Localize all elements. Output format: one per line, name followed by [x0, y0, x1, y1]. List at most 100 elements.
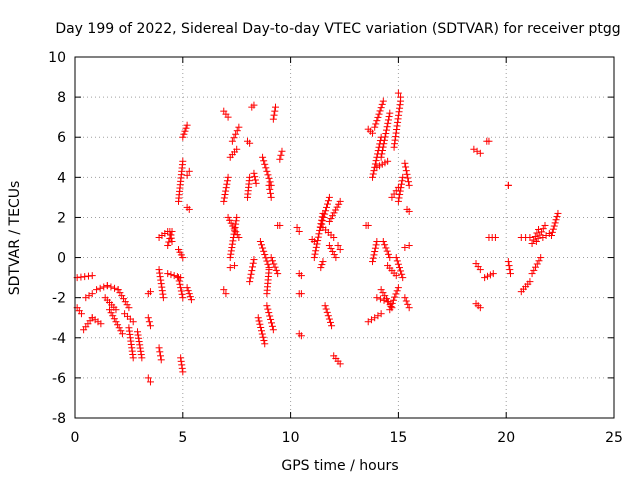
x-tick-label: 5	[178, 430, 187, 446]
data-point	[88, 290, 96, 298]
data-point	[260, 337, 268, 345]
data-point	[370, 251, 378, 259]
data-point	[314, 237, 322, 245]
data-point	[373, 117, 381, 125]
x-tick-label: 10	[282, 430, 300, 446]
data-point	[369, 129, 377, 137]
data-point	[114, 321, 122, 329]
data-point	[404, 178, 412, 186]
data-point	[549, 225, 557, 233]
data-point	[270, 260, 278, 268]
data-point	[380, 140, 388, 148]
data-point	[387, 303, 395, 311]
data-point	[371, 160, 379, 168]
data-point	[226, 254, 234, 262]
data-point	[246, 274, 254, 282]
data-point	[379, 97, 387, 105]
data-point	[364, 221, 372, 229]
data-point	[84, 272, 92, 280]
data-point	[381, 292, 389, 300]
data-point	[134, 328, 142, 336]
data-point	[322, 305, 330, 313]
data-point	[381, 133, 389, 141]
data-point	[330, 209, 338, 217]
data-point	[332, 206, 340, 214]
data-point	[250, 169, 258, 177]
data-point	[379, 289, 387, 297]
data-point	[336, 360, 344, 368]
data-point	[222, 290, 230, 298]
data-point	[384, 116, 392, 124]
data-point	[378, 100, 386, 108]
data-point	[384, 250, 392, 258]
data-point	[231, 262, 239, 270]
data-point	[146, 288, 154, 296]
data-point	[247, 270, 255, 278]
data-point	[268, 322, 276, 330]
data-point	[233, 213, 241, 221]
data-point	[394, 89, 402, 97]
data-point	[265, 181, 273, 189]
data-point	[183, 284, 191, 292]
data-point	[392, 272, 400, 280]
data-point	[159, 290, 167, 298]
data-point	[382, 130, 390, 138]
data-point	[105, 306, 113, 314]
data-point	[261, 160, 269, 168]
data-point	[335, 200, 343, 208]
data-point	[310, 254, 318, 262]
data-point	[232, 217, 240, 225]
data-point	[159, 294, 167, 302]
data-point	[504, 258, 512, 266]
data-point	[272, 103, 280, 111]
data-point	[476, 304, 484, 312]
data-point	[232, 130, 240, 138]
data-point	[506, 266, 514, 274]
data-point	[231, 227, 239, 235]
data-point	[328, 212, 336, 220]
data-point	[270, 111, 278, 119]
data-point	[392, 290, 400, 298]
data-point	[185, 167, 193, 175]
data-point	[260, 157, 268, 165]
data-point	[333, 203, 341, 211]
data-point	[397, 184, 405, 192]
data-point	[93, 286, 101, 294]
data-point	[229, 237, 237, 245]
data-point	[115, 324, 123, 332]
data-point	[118, 330, 126, 338]
data-point	[530, 266, 538, 274]
data-point	[384, 157, 392, 165]
data-point	[550, 222, 558, 230]
data-point	[274, 270, 282, 278]
data-point	[224, 213, 232, 221]
data-point	[321, 302, 329, 310]
data-point	[397, 267, 405, 275]
data-point	[318, 261, 326, 269]
data-point	[246, 173, 254, 181]
data-point	[168, 238, 176, 246]
data-point	[263, 302, 271, 310]
data-point	[386, 254, 394, 262]
data-point	[381, 241, 389, 249]
data-point	[254, 314, 262, 322]
data-point	[178, 290, 186, 298]
data-point	[271, 263, 279, 271]
data-point	[262, 164, 270, 172]
data-point	[371, 123, 379, 131]
data-point	[166, 227, 174, 235]
data-point	[533, 260, 541, 268]
data-point	[314, 233, 322, 241]
data-point	[224, 173, 232, 181]
data-point	[394, 260, 402, 268]
data-point	[372, 157, 380, 165]
data-point	[393, 257, 401, 265]
data-point	[183, 171, 191, 179]
data-point	[220, 194, 228, 202]
data-point	[224, 113, 232, 121]
data-point	[249, 259, 257, 267]
data-point	[297, 290, 305, 298]
data-point	[547, 231, 555, 239]
data-point	[476, 266, 484, 274]
